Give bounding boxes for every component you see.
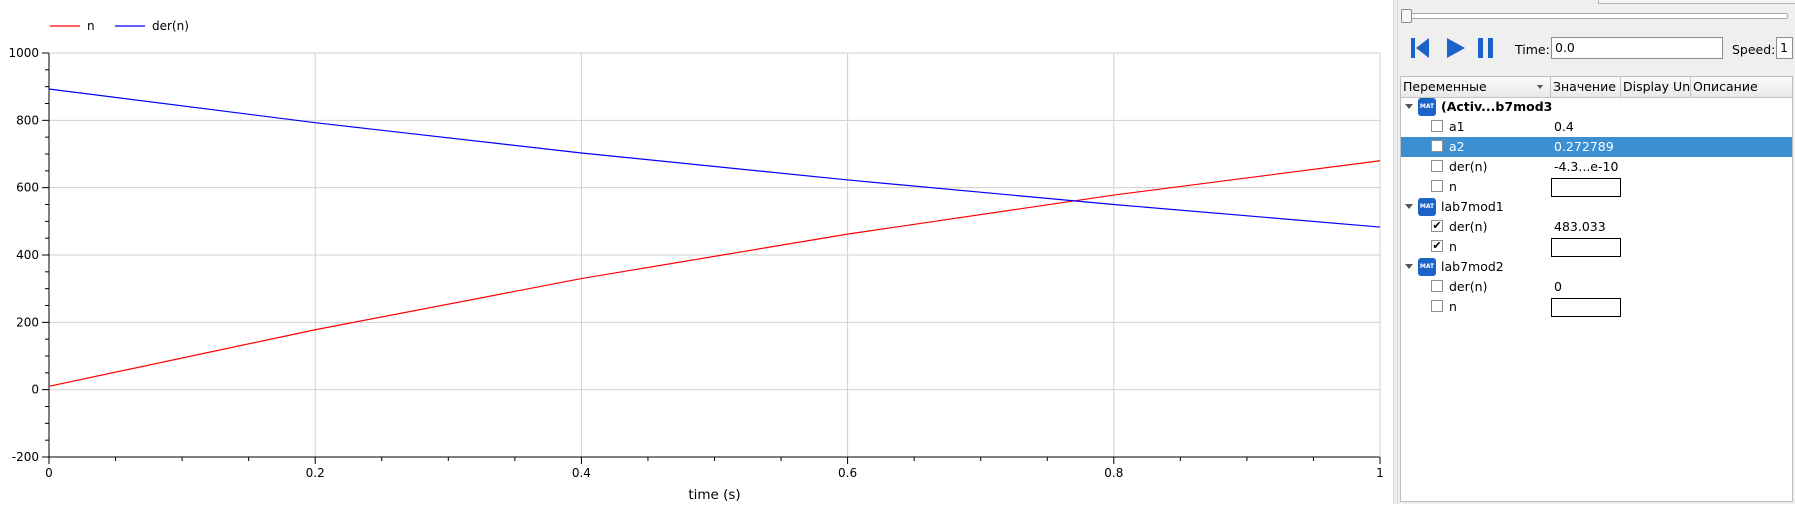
speed-label: Speed:: [1732, 42, 1776, 57]
variable-name: a1: [1449, 119, 1465, 134]
variable-name: n: [1449, 239, 1457, 254]
sort-indicator-icon: [1537, 85, 1543, 89]
pause-button[interactable]: [1474, 35, 1498, 61]
x-tick-label: 0.2: [306, 466, 325, 480]
variable-value-box[interactable]: [1551, 238, 1621, 257]
variable-row[interactable]: ✔ n: [1401, 237, 1792, 257]
y-tick-label: 800: [16, 113, 39, 127]
rewind-button[interactable]: [1408, 35, 1432, 61]
variable-name: n: [1449, 179, 1457, 194]
tree-group-2[interactable]: MAT lab7mod2: [1401, 257, 1792, 277]
y-tick-label: 400: [16, 248, 39, 262]
variable-value[interactable]: -4.3...e-10: [1554, 159, 1619, 174]
variable-value[interactable]: 483.033: [1554, 219, 1606, 234]
series-line-n: [48, 160, 1381, 387]
legend-label: n: [87, 19, 95, 33]
variable-checkbox[interactable]: [1431, 160, 1443, 172]
x-tick-label: 0.6: [838, 466, 857, 480]
group-label: lab7mod1: [1441, 199, 1504, 214]
rewind-icon: [1411, 38, 1429, 58]
variable-checkbox[interactable]: [1431, 180, 1443, 192]
play-button[interactable]: [1443, 35, 1467, 61]
time-input[interactable]: 0.0: [1551, 37, 1723, 59]
group-label: lab7mod2: [1441, 259, 1504, 274]
variable-value-box[interactable]: [1551, 178, 1621, 197]
model-icon: MAT: [1418, 198, 1436, 216]
y-tick-label: 0: [31, 383, 39, 397]
model-icon: MAT: [1418, 258, 1436, 276]
variable-row[interactable]: a1 0.4: [1401, 117, 1792, 137]
group-label: (Activ...b7mod3: [1441, 99, 1553, 114]
time-slider-handle[interactable]: [1401, 9, 1412, 23]
variable-row[interactable]: der(n) 0: [1401, 277, 1792, 297]
tree-group-0[interactable]: MAT (Activ...b7mod3: [1401, 97, 1792, 117]
variables-header: Переменные Значение Display Un Описание: [1401, 77, 1792, 98]
x-axis-label: time (s): [688, 487, 740, 503]
column-variables[interactable]: Переменные: [1401, 77, 1551, 97]
column-value[interactable]: Значение: [1551, 77, 1621, 97]
expand-arrow-icon[interactable]: [1405, 204, 1413, 209]
time-label: Time:: [1515, 42, 1550, 57]
tree-group-1[interactable]: MAT lab7mod1: [1401, 197, 1792, 217]
variable-checkbox[interactable]: [1431, 140, 1443, 152]
variable-value[interactable]: 0.4: [1554, 119, 1574, 134]
x-tick-label: 0.8: [1104, 466, 1123, 480]
pause-icon: [1478, 38, 1493, 58]
variable-name: der(n): [1449, 159, 1488, 174]
legend-label: der(n): [152, 19, 189, 33]
series-line-der-n-: [48, 88, 1381, 228]
time-slider[interactable]: [1406, 13, 1788, 19]
variable-checkbox[interactable]: [1431, 280, 1443, 292]
plot-area[interactable]: 0 0.2 0.4 0.6 0.8 1 -200 0 200 400 600 800 1000 time …: [0, 0, 1393, 504]
y-tick-label: 200: [16, 315, 39, 329]
variable-row[interactable]: ✔ der(n) 483.033: [1401, 217, 1792, 237]
plot-chart: 0 0.2 0.4 0.6 0.8 1 -200 0 200 400 600 800 1000 time …: [8, 19, 1384, 503]
model-icon: MAT: [1418, 98, 1436, 116]
y-tick-label: -200: [12, 450, 39, 464]
x-tick-label: 0.4: [572, 466, 591, 480]
variable-value-box[interactable]: [1551, 298, 1621, 317]
variable-value[interactable]: 0: [1554, 279, 1562, 294]
variable-name: a2: [1449, 139, 1465, 154]
variable-row[interactable]: n: [1401, 297, 1792, 317]
variable-name: n: [1449, 299, 1457, 314]
column-display-unit[interactable]: Display Un: [1621, 77, 1691, 97]
x-tick-label: 1: [1376, 466, 1384, 480]
x-tick-label: 0: [45, 466, 53, 480]
play-icon: [1447, 38, 1465, 58]
speed-value: 1: [1780, 40, 1788, 55]
y-tick-label: 1000: [8, 46, 39, 60]
variable-name: der(n): [1449, 279, 1488, 294]
variable-name: der(n): [1449, 219, 1488, 234]
expand-arrow-icon[interactable]: [1405, 264, 1413, 269]
simulation-panel: Time: 0.0 Speed: 1 Переменные Значение D…: [1398, 0, 1795, 504]
y-tick-label: 600: [16, 181, 39, 195]
column-description[interactable]: Описание: [1693, 79, 1758, 94]
variables-tree[interactable]: Переменные Значение Display Un Описание …: [1400, 76, 1793, 502]
variable-row[interactable]: n: [1401, 177, 1792, 197]
expand-arrow-icon[interactable]: [1405, 104, 1413, 109]
variable-checkbox[interactable]: [1431, 300, 1443, 312]
variable-row[interactable]: a2 0.272789: [1401, 137, 1792, 157]
panel-splitter[interactable]: [1393, 0, 1398, 504]
speed-combobox[interactable]: 1: [1776, 37, 1793, 59]
variable-checkbox[interactable]: ✔: [1431, 219, 1443, 232]
top-panel-box: [1598, 0, 1795, 4]
variable-checkbox[interactable]: [1431, 120, 1443, 132]
variable-checkbox[interactable]: ✔: [1431, 239, 1443, 252]
variable-row[interactable]: der(n) -4.3...e-10: [1401, 157, 1792, 177]
variable-value[interactable]: 0.272789: [1554, 139, 1614, 154]
